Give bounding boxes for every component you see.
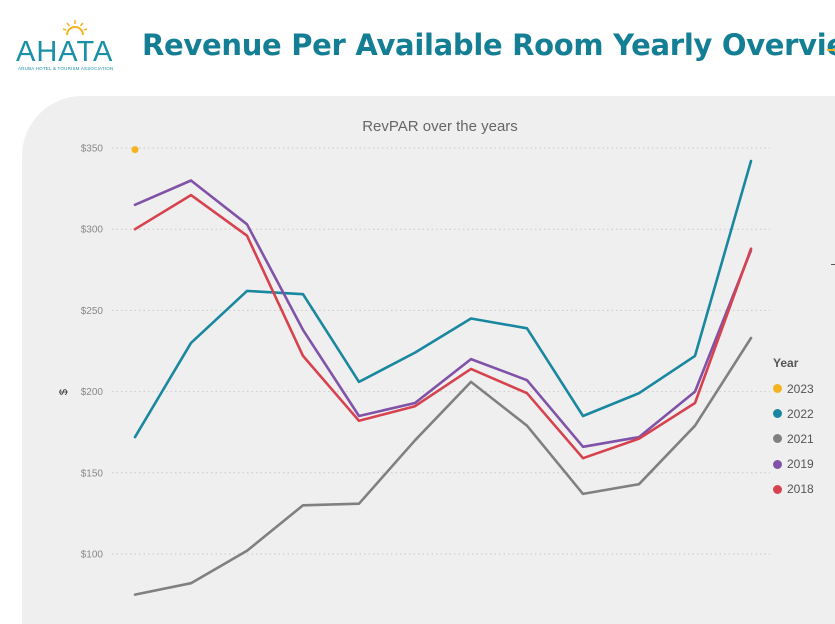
y-tick-label: $100 [81, 550, 104, 561]
legend-label: 2019 [787, 457, 814, 472]
page-title: Revenue Per Available Room Yearly Overvi… [142, 28, 835, 62]
legend: Year 2023 2022 2021 2019 2018 [773, 356, 814, 502]
legend-item-2021[interactable]: 2021 [773, 426, 814, 451]
y-tick-label: $350 [81, 144, 104, 155]
grid-lines [112, 147, 770, 555]
legend-dot-icon [773, 434, 782, 444]
legend-items: 2023 2022 2021 2019 2018 [773, 376, 814, 502]
chart-panel [22, 96, 835, 624]
ahata-logo: AHATA ARUBA HOTEL & TOURISM ASSOCIATION [16, 20, 134, 76]
series-2023-point [131, 146, 139, 154]
series-2018-line [133, 193, 753, 460]
y-tick-label: $250 [81, 306, 104, 317]
y-axis-label: $ [58, 389, 70, 395]
legend-label: 2018 [787, 482, 814, 497]
legend-label: 2022 [787, 406, 814, 421]
y-tick-label: $200 [81, 387, 104, 398]
logo-subtitle: ARUBA HOTEL & TOURISM ASSOCIATION [18, 66, 114, 71]
series-2022-line [133, 159, 753, 439]
legend-dot-icon [773, 484, 782, 494]
legend-item-2023[interactable]: 2023 [773, 376, 814, 401]
series-2021-line [133, 336, 753, 596]
legend-item-2018[interactable]: 2018 [773, 477, 814, 502]
chart-title: RevPAR over the years [362, 118, 518, 135]
legend-item-2022[interactable]: 2022 [773, 401, 814, 426]
legend-dot-icon [773, 459, 782, 469]
legend-item-2019[interactable]: 2019 [773, 452, 814, 477]
series-lines [131, 146, 753, 596]
legend-label: 2023 [787, 381, 814, 396]
sun-logo-icon [62, 20, 88, 36]
legend-dot-icon [773, 409, 782, 419]
edge-mark [831, 264, 835, 265]
title-accent-dash [827, 49, 835, 51]
legend-label: 2021 [787, 431, 814, 446]
legend-dot-icon [773, 384, 782, 394]
logo-text: AHATA [16, 36, 114, 68]
y-axis-ticks: $350 $300 $250 $200 $150 $100 [81, 144, 104, 561]
y-tick-label: $300 [81, 225, 104, 236]
y-tick-label: $150 [81, 468, 104, 479]
legend-title: Year [773, 356, 799, 370]
series-2019-line [133, 179, 753, 449]
